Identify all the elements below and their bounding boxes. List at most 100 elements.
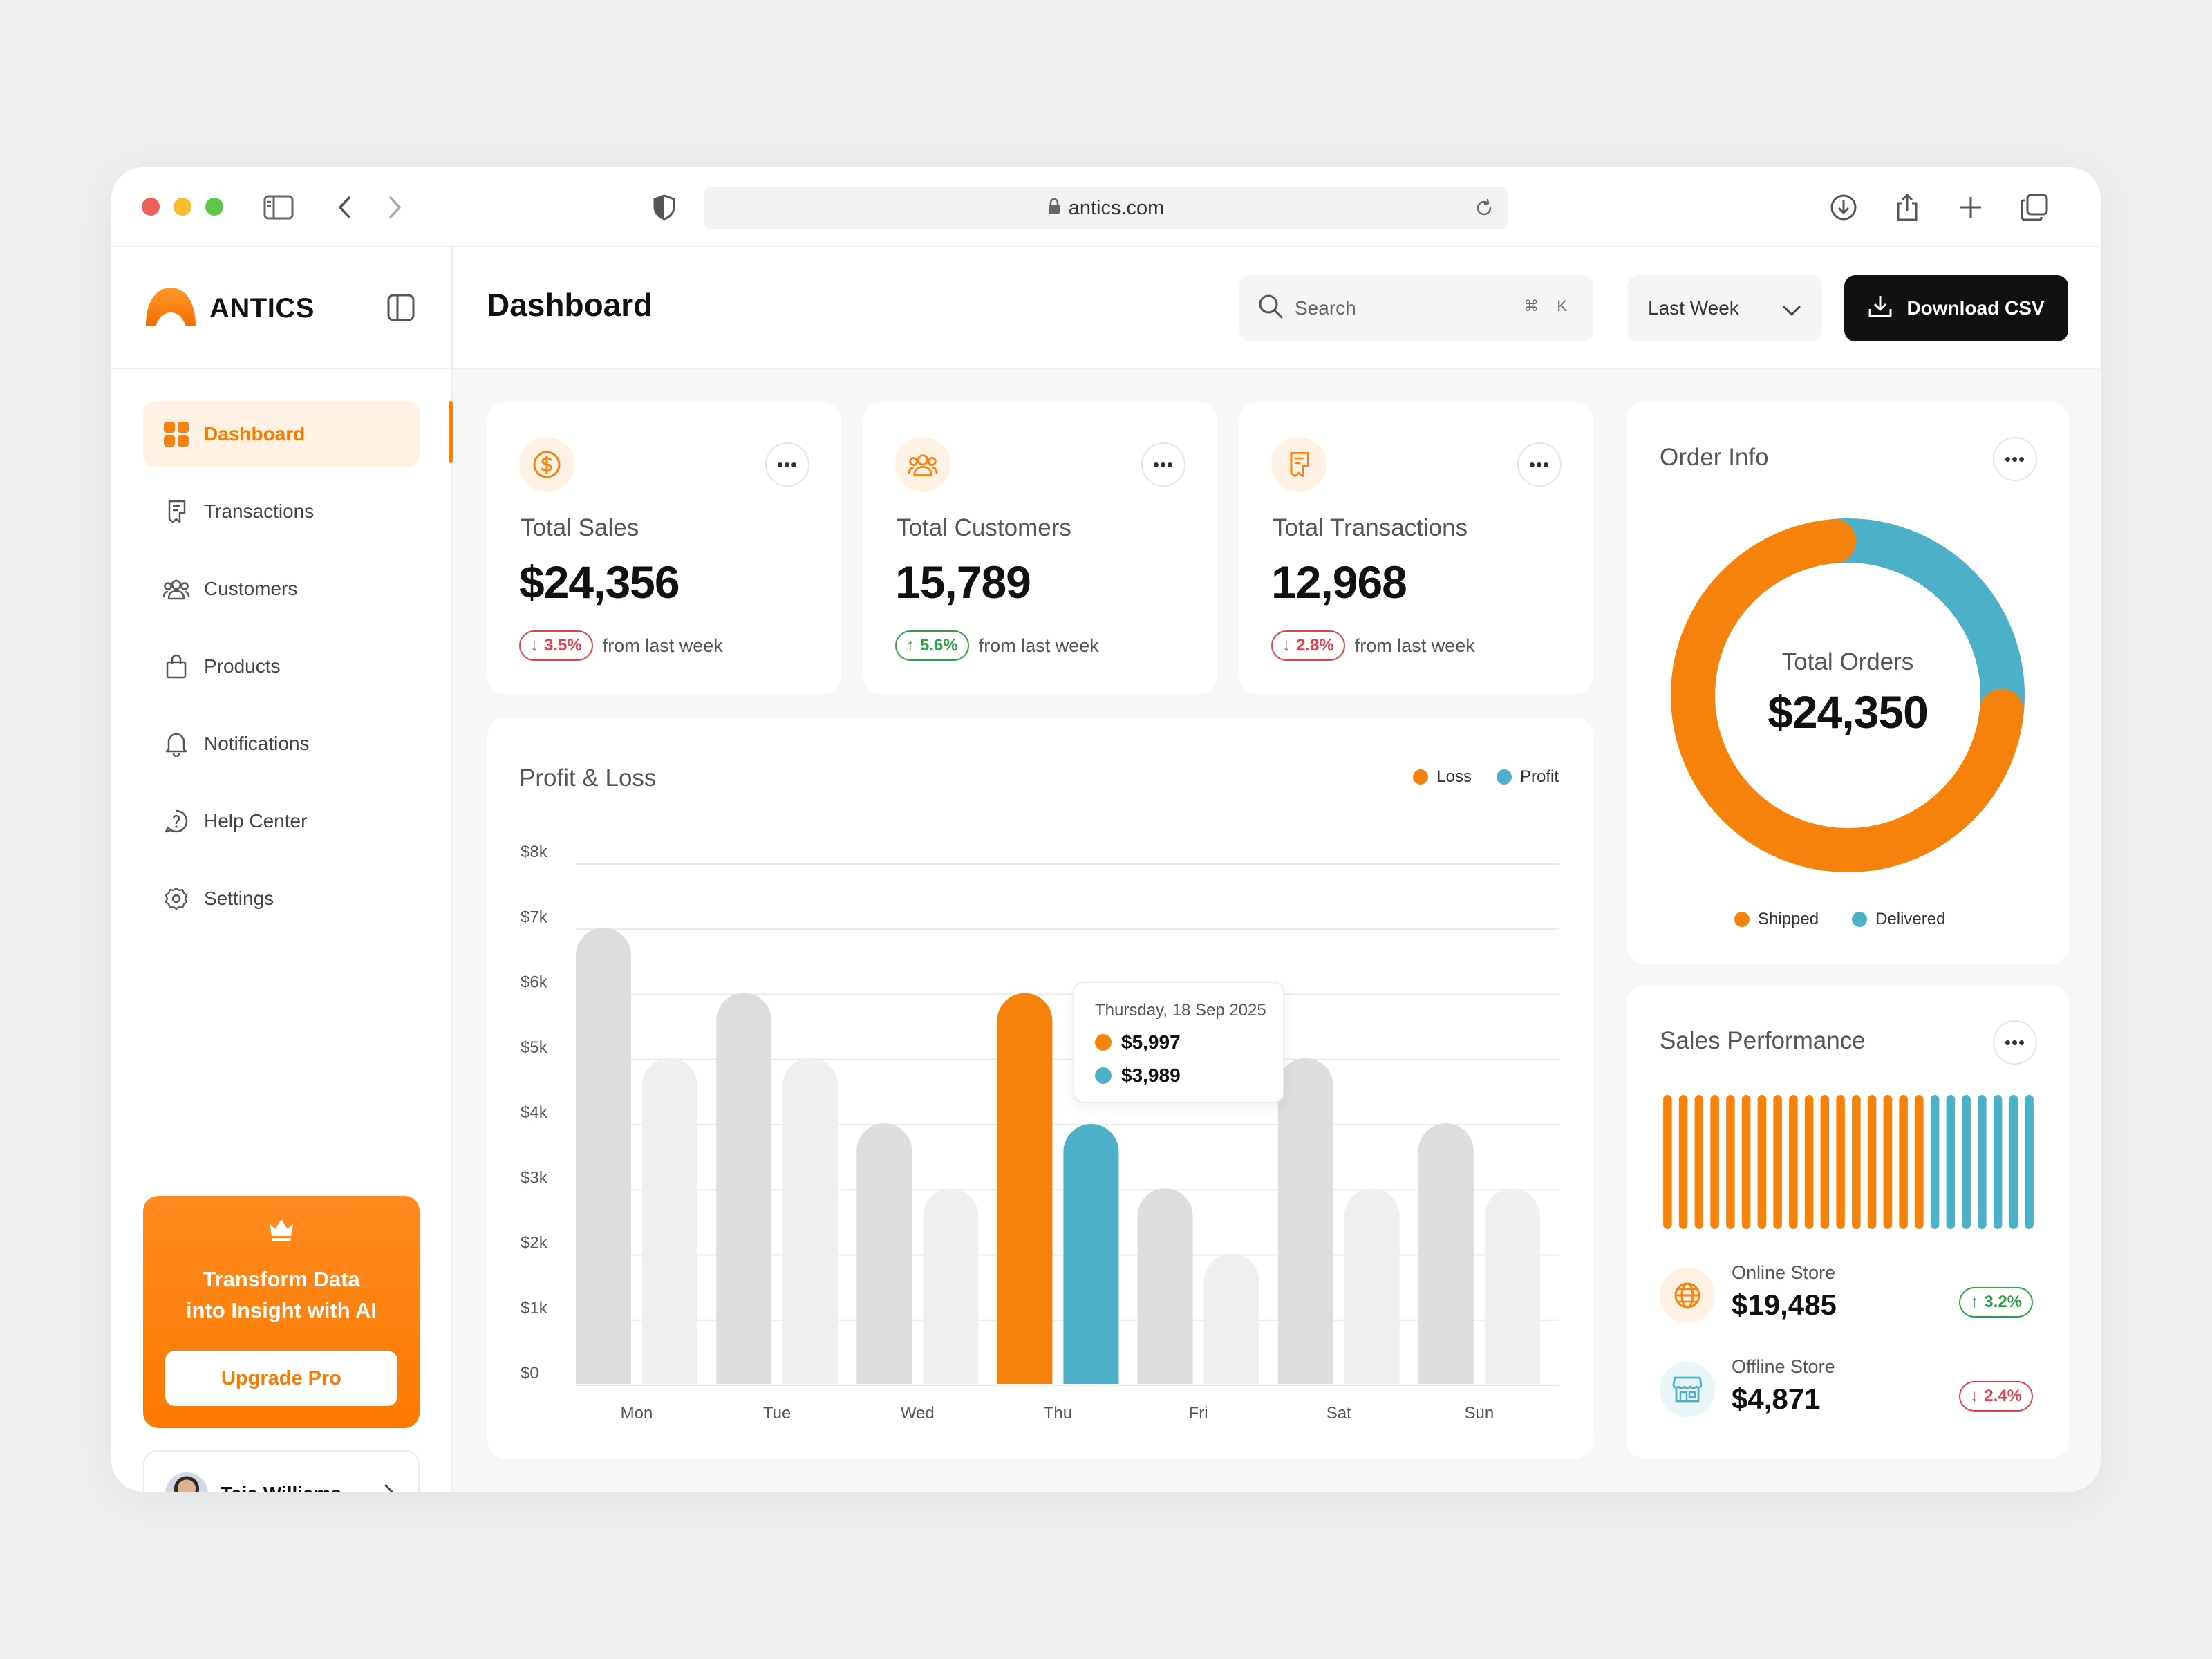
shield-icon[interactable] <box>648 191 681 224</box>
bar-loss-fri <box>1137 1188 1193 1384</box>
user-profile-card[interactable]: Teja Williams <box>143 1450 420 1492</box>
minimize-window-button[interactable] <box>174 198 191 216</box>
change-value: 2.4% <box>1984 1387 2022 1405</box>
download-icon[interactable] <box>1827 191 1860 224</box>
more-options-button[interactable]: ••• <box>1517 442 1562 487</box>
url-text: antics.com <box>1068 196 1165 219</box>
new-tab-icon[interactable] <box>1954 191 1987 224</box>
legend-swatch <box>1413 769 1429 785</box>
forward-icon[interactable] <box>378 191 411 224</box>
perf-bar <box>1710 1095 1719 1229</box>
perf-bar <box>1946 1095 1956 1229</box>
more-options-button[interactable]: ••• <box>1993 1020 2037 1065</box>
sidebar-item-label: Help Center <box>204 810 308 832</box>
card-title: Sales Performance <box>1660 1027 1866 1054</box>
users-icon <box>895 437 950 492</box>
sidebar-item-label: Products <box>204 655 281 677</box>
bar-profit-thu <box>1063 1124 1119 1384</box>
perf-bar <box>1804 1095 1814 1229</box>
x-tick-label: Tue <box>763 1404 791 1423</box>
perf-bar <box>1962 1095 1971 1229</box>
receipt-icon <box>1271 437 1327 492</box>
sidebar-item-label: Customers <box>204 578 298 599</box>
tooltip-date: Thursday, 18 Sep 2025 <box>1095 1001 1266 1020</box>
sidebar-item-transactions[interactable]: Transactions <box>143 478 420 545</box>
bar-loss-thu <box>997 993 1053 1384</box>
y-tick-label: $4k <box>521 1103 548 1122</box>
sidebar-item-label: Dashboard <box>204 423 306 444</box>
sidebar-toggle-icon[interactable] <box>262 191 295 224</box>
y-tick-label: $8k <box>521 843 548 861</box>
share-icon[interactable] <box>1891 191 1924 224</box>
period-select[interactable]: Last Week <box>1627 275 1822 341</box>
address-bar[interactable]: antics.com <box>704 187 1508 229</box>
upgrade-pro-button[interactable]: Upgrade Pro <box>165 1351 397 1406</box>
more-options-button[interactable]: ••• <box>1993 437 2037 481</box>
perf-bar <box>1663 1095 1672 1229</box>
sidebar-item-products[interactable]: Products <box>143 633 420 700</box>
perf-bar <box>1694 1095 1704 1229</box>
donut-slice-shipped <box>1671 518 2024 872</box>
upgrade-promo-card: Transform Data into Insight with AI Upgr… <box>143 1196 420 1428</box>
download-csv-button[interactable]: Download CSV <box>1844 275 2068 341</box>
perf-bar <box>1978 1095 1987 1229</box>
donut-center-value: $24,350 <box>1768 686 1929 738</box>
bar-profit-fri <box>1203 1253 1259 1384</box>
search-shortcut: ⌘ K <box>1524 297 1574 315</box>
perf-bar <box>1915 1095 1924 1229</box>
change-value: 5.6% <box>920 636 958 655</box>
users-icon <box>162 575 190 603</box>
donut-center-label: Total Orders <box>1781 648 1914 675</box>
perf-bar <box>1741 1095 1751 1229</box>
stat-value: 15,789 <box>895 556 1031 608</box>
sidebar-item-notifications[interactable]: Notifications <box>143 711 420 777</box>
sidebar-item-help-center[interactable]: Help Center <box>143 788 420 854</box>
browser-toolbar: antics.com <box>111 167 2101 247</box>
store-row-offline: Offline Store $4,871 ↓ 2.4% <box>1660 1356 2033 1432</box>
bag-icon <box>162 653 190 680</box>
legend-item-loss: Loss <box>1413 767 1472 787</box>
brand[interactable]: ANTICS <box>144 286 315 331</box>
more-options-button[interactable]: ••• <box>765 442 809 487</box>
promo-title: Transform Data into Insight with AI <box>143 1264 420 1326</box>
reload-icon[interactable] <box>1474 198 1494 224</box>
collapse-sidebar-icon[interactable] <box>386 293 415 326</box>
sidebar-item-dashboard[interactable]: Dashboard <box>143 401 420 467</box>
legend-label: Shipped <box>1758 910 1819 928</box>
x-tick-label: Thu <box>1044 1404 1072 1423</box>
store-row-online: Online Store $19,485 ↑ 3.2% <box>1660 1262 2033 1338</box>
close-window-button[interactable] <box>142 198 160 216</box>
search-input[interactable]: Search ⌘ K <box>1239 275 1593 341</box>
stat-label: Total Sales <box>521 514 639 541</box>
more-options-button[interactable]: ••• <box>1141 442 1185 487</box>
card-title: Order Info <box>1660 444 1769 471</box>
stat-label: Total Customers <box>897 514 1071 541</box>
sidebar-divider <box>111 368 453 369</box>
bar-profit-sat <box>1344 1188 1400 1384</box>
maximize-window-button[interactable] <box>205 198 223 216</box>
y-tick-label: $3k <box>521 1168 548 1187</box>
legend-swatch <box>1852 912 1868 927</box>
change-badge: ↓ 2.8% <box>1271 630 1345 661</box>
change-value: 2.8% <box>1296 636 1334 655</box>
sidebar-item-settings[interactable]: Settings <box>143 865 420 932</box>
tabs-overview-icon[interactable] <box>2018 191 2051 224</box>
sidebar-item-customers[interactable]: Customers <box>143 556 420 622</box>
arrow-down-icon: ↓ <box>1282 636 1291 655</box>
tooltip-loss-row: $5,997 <box>1095 1031 1181 1053</box>
card-title: Profit & Loss <box>519 765 657 791</box>
store-name: Online Store <box>1732 1262 1836 1283</box>
change-note: from last week <box>602 635 723 656</box>
y-tick-label: $1k <box>521 1299 548 1318</box>
active-nav-indicator <box>449 401 453 463</box>
avatar <box>165 1472 208 1492</box>
back-icon[interactable] <box>328 191 362 224</box>
store-value: $19,485 <box>1732 1288 1837 1321</box>
x-tick-label: Wed <box>901 1404 935 1423</box>
perf-bar <box>1852 1095 1861 1229</box>
bar-loss-sun <box>1418 1123 1474 1384</box>
sidebar-item-label: Notifications <box>204 733 310 754</box>
legend-item-shipped: Shipped <box>1734 910 1819 929</box>
sales-performance-bars <box>1663 1095 2034 1229</box>
stat-value: 12,968 <box>1271 556 1407 608</box>
